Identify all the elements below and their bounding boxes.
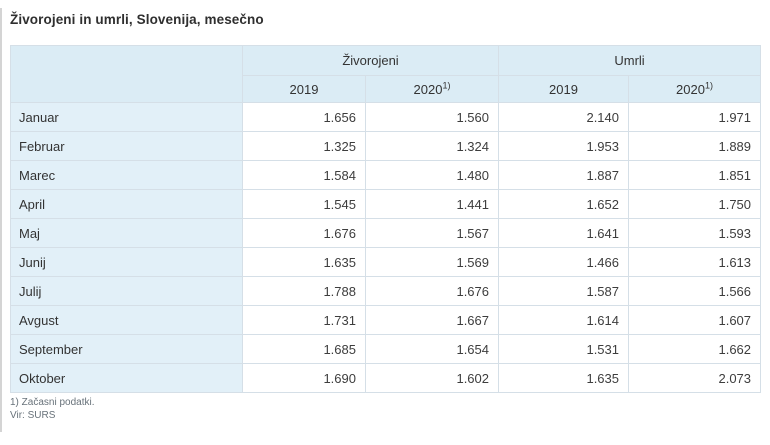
value-cell: 1.480 (364, 160, 500, 190)
month-label: Oktober (10, 363, 243, 393)
value-cell: 1.635 (498, 363, 630, 393)
month-label: April (10, 189, 243, 219)
value-cell: 1.851 (628, 160, 762, 190)
corner-cell (10, 45, 243, 103)
table-row: Marec 1.584 1.480 1.887 1.851 (10, 160, 762, 190)
colgroup-zivorojeni: Živorojeni (241, 45, 500, 76)
footnote-marker: 1) (442, 80, 451, 91)
value-cell: 1.324 (364, 131, 500, 161)
month-label: Maj (10, 218, 243, 248)
value-cell: 1.690 (242, 363, 366, 393)
table-header-group-row: Živorojeni Umrli (10, 45, 762, 103)
colgroup-umrli: Umrli (498, 45, 762, 76)
header-umrli-2019: 2019 (498, 75, 630, 103)
value-cell: 1.613 (628, 247, 762, 277)
value-cell: 1.569 (364, 247, 500, 277)
footnote-source: Vir: SURS (10, 410, 56, 421)
value-cell: 1.441 (364, 189, 500, 219)
table-row: Julij 1.788 1.676 1.587 1.566 (10, 276, 762, 306)
header-zivorojeni-2020: 20201) (364, 75, 500, 103)
value-cell: 1.614 (498, 305, 630, 335)
month-label: Marec (10, 160, 243, 190)
value-cell: 1.731 (242, 305, 366, 335)
table-row: Januar 1.656 1.560 2.140 1.971 (10, 102, 762, 132)
value-cell: 1.607 (628, 305, 762, 335)
footnote-marker: 1) (704, 80, 713, 91)
header-zivorojeni-2019: 2019 (242, 75, 366, 103)
table-row: Februar 1.325 1.324 1.953 1.889 (10, 131, 762, 161)
value-cell: 1.584 (242, 160, 366, 190)
value-cell: 1.676 (364, 276, 500, 306)
table-row: Junij 1.635 1.569 1.466 1.613 (10, 247, 762, 277)
value-cell: 1.889 (628, 131, 762, 161)
footnotes: 1) Začasni podatki. Vir: SURS (10, 396, 95, 422)
month-label: Februar (10, 131, 243, 161)
statistics-table: Živorojeni Umrli 2019 20201) 2019 20201)… (10, 45, 762, 393)
month-label: Julij (10, 276, 243, 306)
month-label: Januar (10, 102, 243, 132)
value-cell: 2.140 (498, 102, 630, 132)
value-cell: 1.652 (498, 189, 630, 219)
value-cell: 1.676 (242, 218, 366, 248)
value-cell: 1.685 (242, 334, 366, 364)
value-cell: 1.593 (628, 218, 762, 248)
month-label: Avgust (10, 305, 243, 335)
table-row: Avgust 1.731 1.667 1.614 1.607 (10, 305, 762, 335)
table-row: Maj 1.676 1.567 1.641 1.593 (10, 218, 762, 248)
table-row: April 1.545 1.441 1.652 1.750 (10, 189, 762, 219)
value-cell: 2.073 (628, 363, 762, 393)
value-cell: 1.635 (242, 247, 366, 277)
value-cell: 1.325 (242, 131, 366, 161)
value-cell: 1.531 (498, 334, 630, 364)
value-cell: 1.545 (242, 189, 366, 219)
value-cell: 1.466 (498, 247, 630, 277)
value-cell: 1.971 (628, 102, 762, 132)
table-title: Živorojeni in umrli, Slovenija, mesečno (10, 12, 264, 27)
value-cell: 1.567 (364, 218, 500, 248)
value-cell: 1.750 (628, 189, 762, 219)
value-cell: 1.641 (498, 218, 630, 248)
value-cell: 1.662 (628, 334, 762, 364)
value-cell: 1.788 (242, 276, 366, 306)
header-umrli-2020: 20201) (628, 75, 762, 103)
footnote-provisional-data: 1) Začasni podatki. (10, 397, 95, 408)
value-cell: 1.566 (628, 276, 762, 306)
table-row: Oktober 1.690 1.602 1.635 2.073 (10, 363, 762, 393)
value-cell: 1.953 (498, 131, 630, 161)
table-header-year-row: 2019 20201) 2019 20201) (11, 75, 762, 103)
page-edge-divider (0, 8, 2, 432)
value-cell: 1.667 (364, 305, 500, 335)
month-label: Junij (10, 247, 243, 277)
table-row: September 1.685 1.654 1.531 1.662 (10, 334, 762, 364)
value-cell: 1.560 (364, 102, 500, 132)
value-cell: 1.602 (364, 363, 500, 393)
value-cell: 1.887 (498, 160, 630, 190)
value-cell: 1.654 (364, 334, 500, 364)
value-cell: 1.656 (242, 102, 366, 132)
month-label: September (10, 334, 243, 364)
value-cell: 1.587 (498, 276, 630, 306)
